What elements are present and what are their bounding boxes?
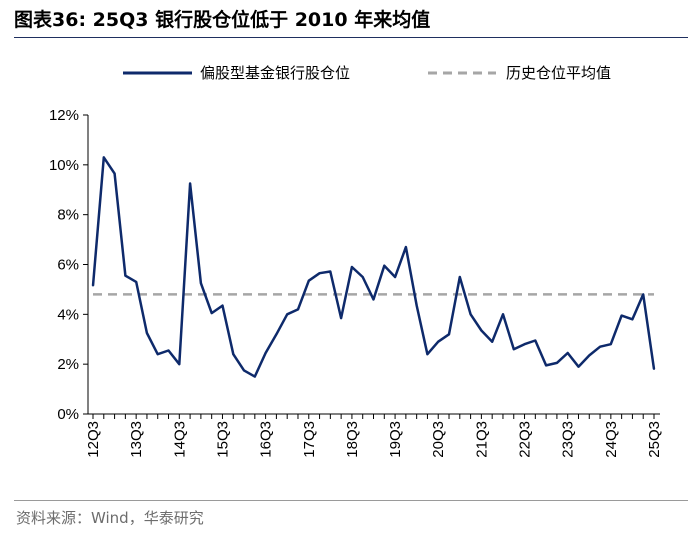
- data-point: [124, 274, 127, 277]
- data-point: [545, 364, 548, 367]
- x-tick-label: 18Q3: [344, 421, 361, 458]
- data-point: [297, 308, 299, 311]
- data-point: [588, 354, 591, 357]
- y-tick-label: 8%: [57, 207, 79, 224]
- data-point: [351, 266, 353, 268]
- data-point: [577, 365, 580, 368]
- chart-title: 图表36: 25Q3 银行股仓位低于 2010 年来均值: [14, 9, 431, 31]
- data-point: [642, 293, 645, 296]
- data-point: [415, 304, 418, 307]
- x-tick-label: 14Q3: [171, 421, 188, 458]
- legend: 偏股型基金银行股仓位 历史仓位平均值: [123, 64, 611, 82]
- legend-label-position: 偏股型基金银行股仓位: [200, 64, 350, 82]
- source-note: 资料来源：Wind，华泰研究: [16, 509, 204, 527]
- data-point: [404, 246, 407, 248]
- data-point: [113, 172, 116, 175]
- data-point: [329, 270, 332, 273]
- series-layer: [91, 156, 656, 378]
- x-tick-label: 24Q3: [603, 421, 620, 458]
- data-point: [199, 282, 202, 285]
- data-point: [437, 340, 440, 343]
- data-point: [178, 363, 181, 366]
- y-tick-label: 6%: [57, 257, 79, 274]
- data-point: [340, 317, 343, 319]
- x-tick-label: 15Q3: [214, 421, 231, 458]
- data-point: [502, 313, 504, 316]
- data-point: [512, 348, 515, 351]
- data-point: [534, 339, 537, 342]
- x-axis-ticks: 12Q3 13Q3 14Q3 15Q3 16Q3 17Q3 18Q3 19Q3 20Q3 21Q3…: [85, 414, 663, 458]
- data-point: [653, 368, 655, 371]
- data-point: [631, 318, 634, 321]
- data-point: [566, 352, 569, 354]
- data-point: [426, 353, 429, 356]
- x-tick-label: 12Q3: [85, 421, 102, 458]
- y-tick-label: 0%: [57, 406, 79, 423]
- data-point: [620, 314, 623, 317]
- series-line-position: [91, 156, 656, 378]
- data-point: [491, 340, 494, 343]
- y-tick-label: 10%: [49, 157, 79, 174]
- x-tick-label: 23Q3: [560, 421, 577, 458]
- data-point: [469, 313, 472, 316]
- data-point: [253, 375, 256, 378]
- x-tick-label: 16Q3: [258, 421, 275, 458]
- data-point: [264, 352, 267, 354]
- data-point: [448, 333, 450, 336]
- x-tick-label: 17Q3: [301, 421, 318, 458]
- data-point: [372, 298, 375, 301]
- data-point: [599, 345, 601, 348]
- data-point: [102, 156, 105, 159]
- data-point: [156, 353, 159, 356]
- data-point: [210, 312, 213, 314]
- title-divider: [14, 37, 688, 38]
- data-point: [189, 182, 191, 185]
- data-point: [609, 343, 612, 346]
- x-tick-label: 25Q3: [646, 421, 663, 458]
- x-tick-label: 13Q3: [128, 421, 145, 458]
- data-point: [361, 276, 364, 278]
- data-point: [307, 279, 310, 282]
- data-point: [318, 272, 321, 275]
- footer-divider: [14, 500, 688, 501]
- data-point: [556, 362, 558, 364]
- data-point: [221, 304, 224, 307]
- x-tick-label: 20Q3: [430, 421, 447, 458]
- data-point: [167, 349, 170, 352]
- data-point: [232, 353, 235, 356]
- x-tick-label: 21Q3: [473, 421, 490, 458]
- data-point: [480, 329, 483, 332]
- x-tick-label: 19Q3: [387, 421, 404, 458]
- data-point: [286, 313, 289, 316]
- data-point: [135, 281, 138, 283]
- y-tick-label: 2%: [57, 356, 79, 373]
- data-point: [523, 343, 526, 346]
- y-axis-ticks: 0% 2% 4% 6% 8% 10% 12%: [49, 107, 88, 423]
- data-point: [458, 276, 461, 278]
- data-point: [92, 284, 94, 287]
- data-point: [146, 332, 148, 334]
- data-point: [275, 333, 278, 336]
- y-tick-label: 12%: [49, 107, 79, 124]
- legend-label-average: 历史仓位平均值: [506, 64, 611, 82]
- data-point: [383, 264, 386, 267]
- x-tick-label: 22Q3: [517, 421, 534, 458]
- data-point: [243, 369, 245, 372]
- line-chart: 偏股型基金银行股仓位 历史仓位平均值 0% 2% 4% 6% 8% 10% 12% 12Q3…: [49, 64, 663, 458]
- data-point: [394, 276, 396, 278]
- y-tick-label: 4%: [57, 306, 79, 323]
